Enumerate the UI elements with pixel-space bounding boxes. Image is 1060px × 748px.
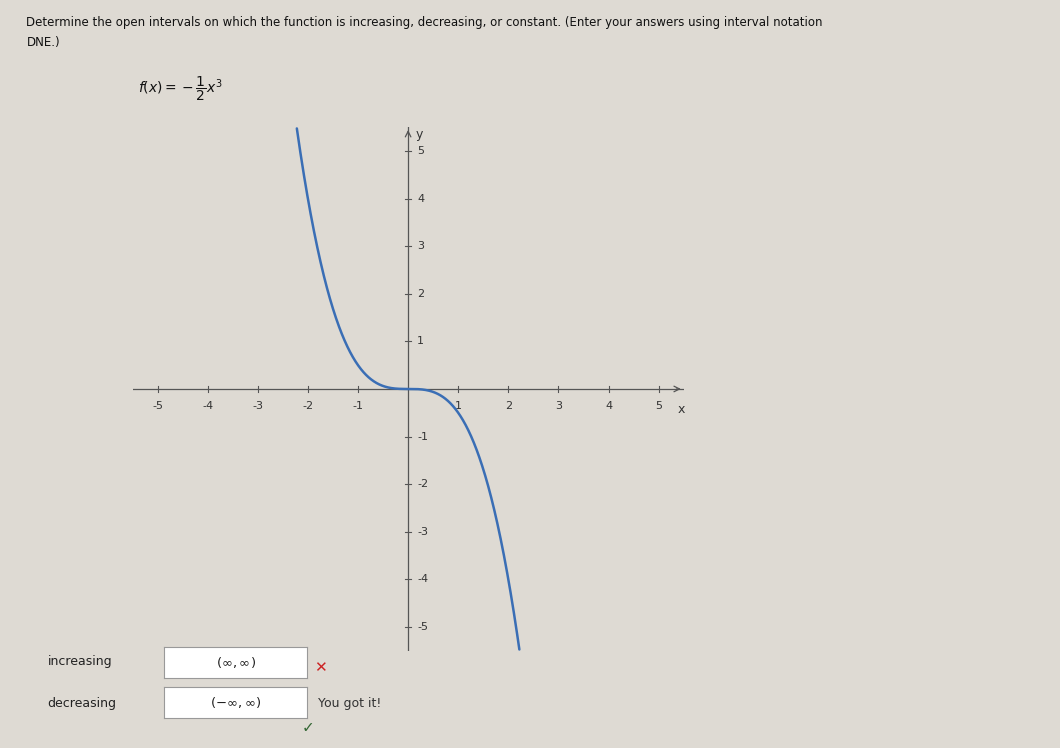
Text: -4: -4 xyxy=(202,401,213,411)
Text: -5: -5 xyxy=(152,401,163,411)
Text: 5: 5 xyxy=(655,401,662,411)
Text: 1: 1 xyxy=(418,337,424,346)
Text: $f(x) = -\dfrac{1}{2}x^3$: $f(x) = -\dfrac{1}{2}x^3$ xyxy=(138,75,223,103)
Text: ✕: ✕ xyxy=(314,660,326,675)
Text: You got it!: You got it! xyxy=(318,696,382,710)
Text: 1: 1 xyxy=(455,401,462,411)
Text: ✓: ✓ xyxy=(302,720,315,735)
Text: 3: 3 xyxy=(418,241,424,251)
Text: -4: -4 xyxy=(418,574,428,584)
Text: increasing: increasing xyxy=(48,655,112,669)
Text: -2: -2 xyxy=(418,479,428,489)
Text: 2: 2 xyxy=(418,289,424,298)
Text: $(\infty, \infty)$: $(\infty, \infty)$ xyxy=(216,655,255,670)
Text: -5: -5 xyxy=(418,622,428,632)
Text: -1: -1 xyxy=(418,432,428,441)
Text: y: y xyxy=(416,128,423,141)
Text: -3: -3 xyxy=(252,401,263,411)
Text: 4: 4 xyxy=(605,401,612,411)
Text: 3: 3 xyxy=(555,401,562,411)
Text: $(-\infty, \infty)$: $(-\infty, \infty)$ xyxy=(210,695,262,710)
Text: DNE.): DNE.) xyxy=(26,36,60,49)
Text: -2: -2 xyxy=(302,401,314,411)
Text: -1: -1 xyxy=(353,401,364,411)
Text: decreasing: decreasing xyxy=(48,696,117,710)
Text: x: x xyxy=(677,403,685,416)
Text: 4: 4 xyxy=(418,194,424,203)
Text: 5: 5 xyxy=(418,146,424,156)
Text: Determine the open intervals on which the function is increasing, decreasing, or: Determine the open intervals on which th… xyxy=(26,16,823,29)
Text: -3: -3 xyxy=(418,527,428,537)
Text: 2: 2 xyxy=(505,401,512,411)
